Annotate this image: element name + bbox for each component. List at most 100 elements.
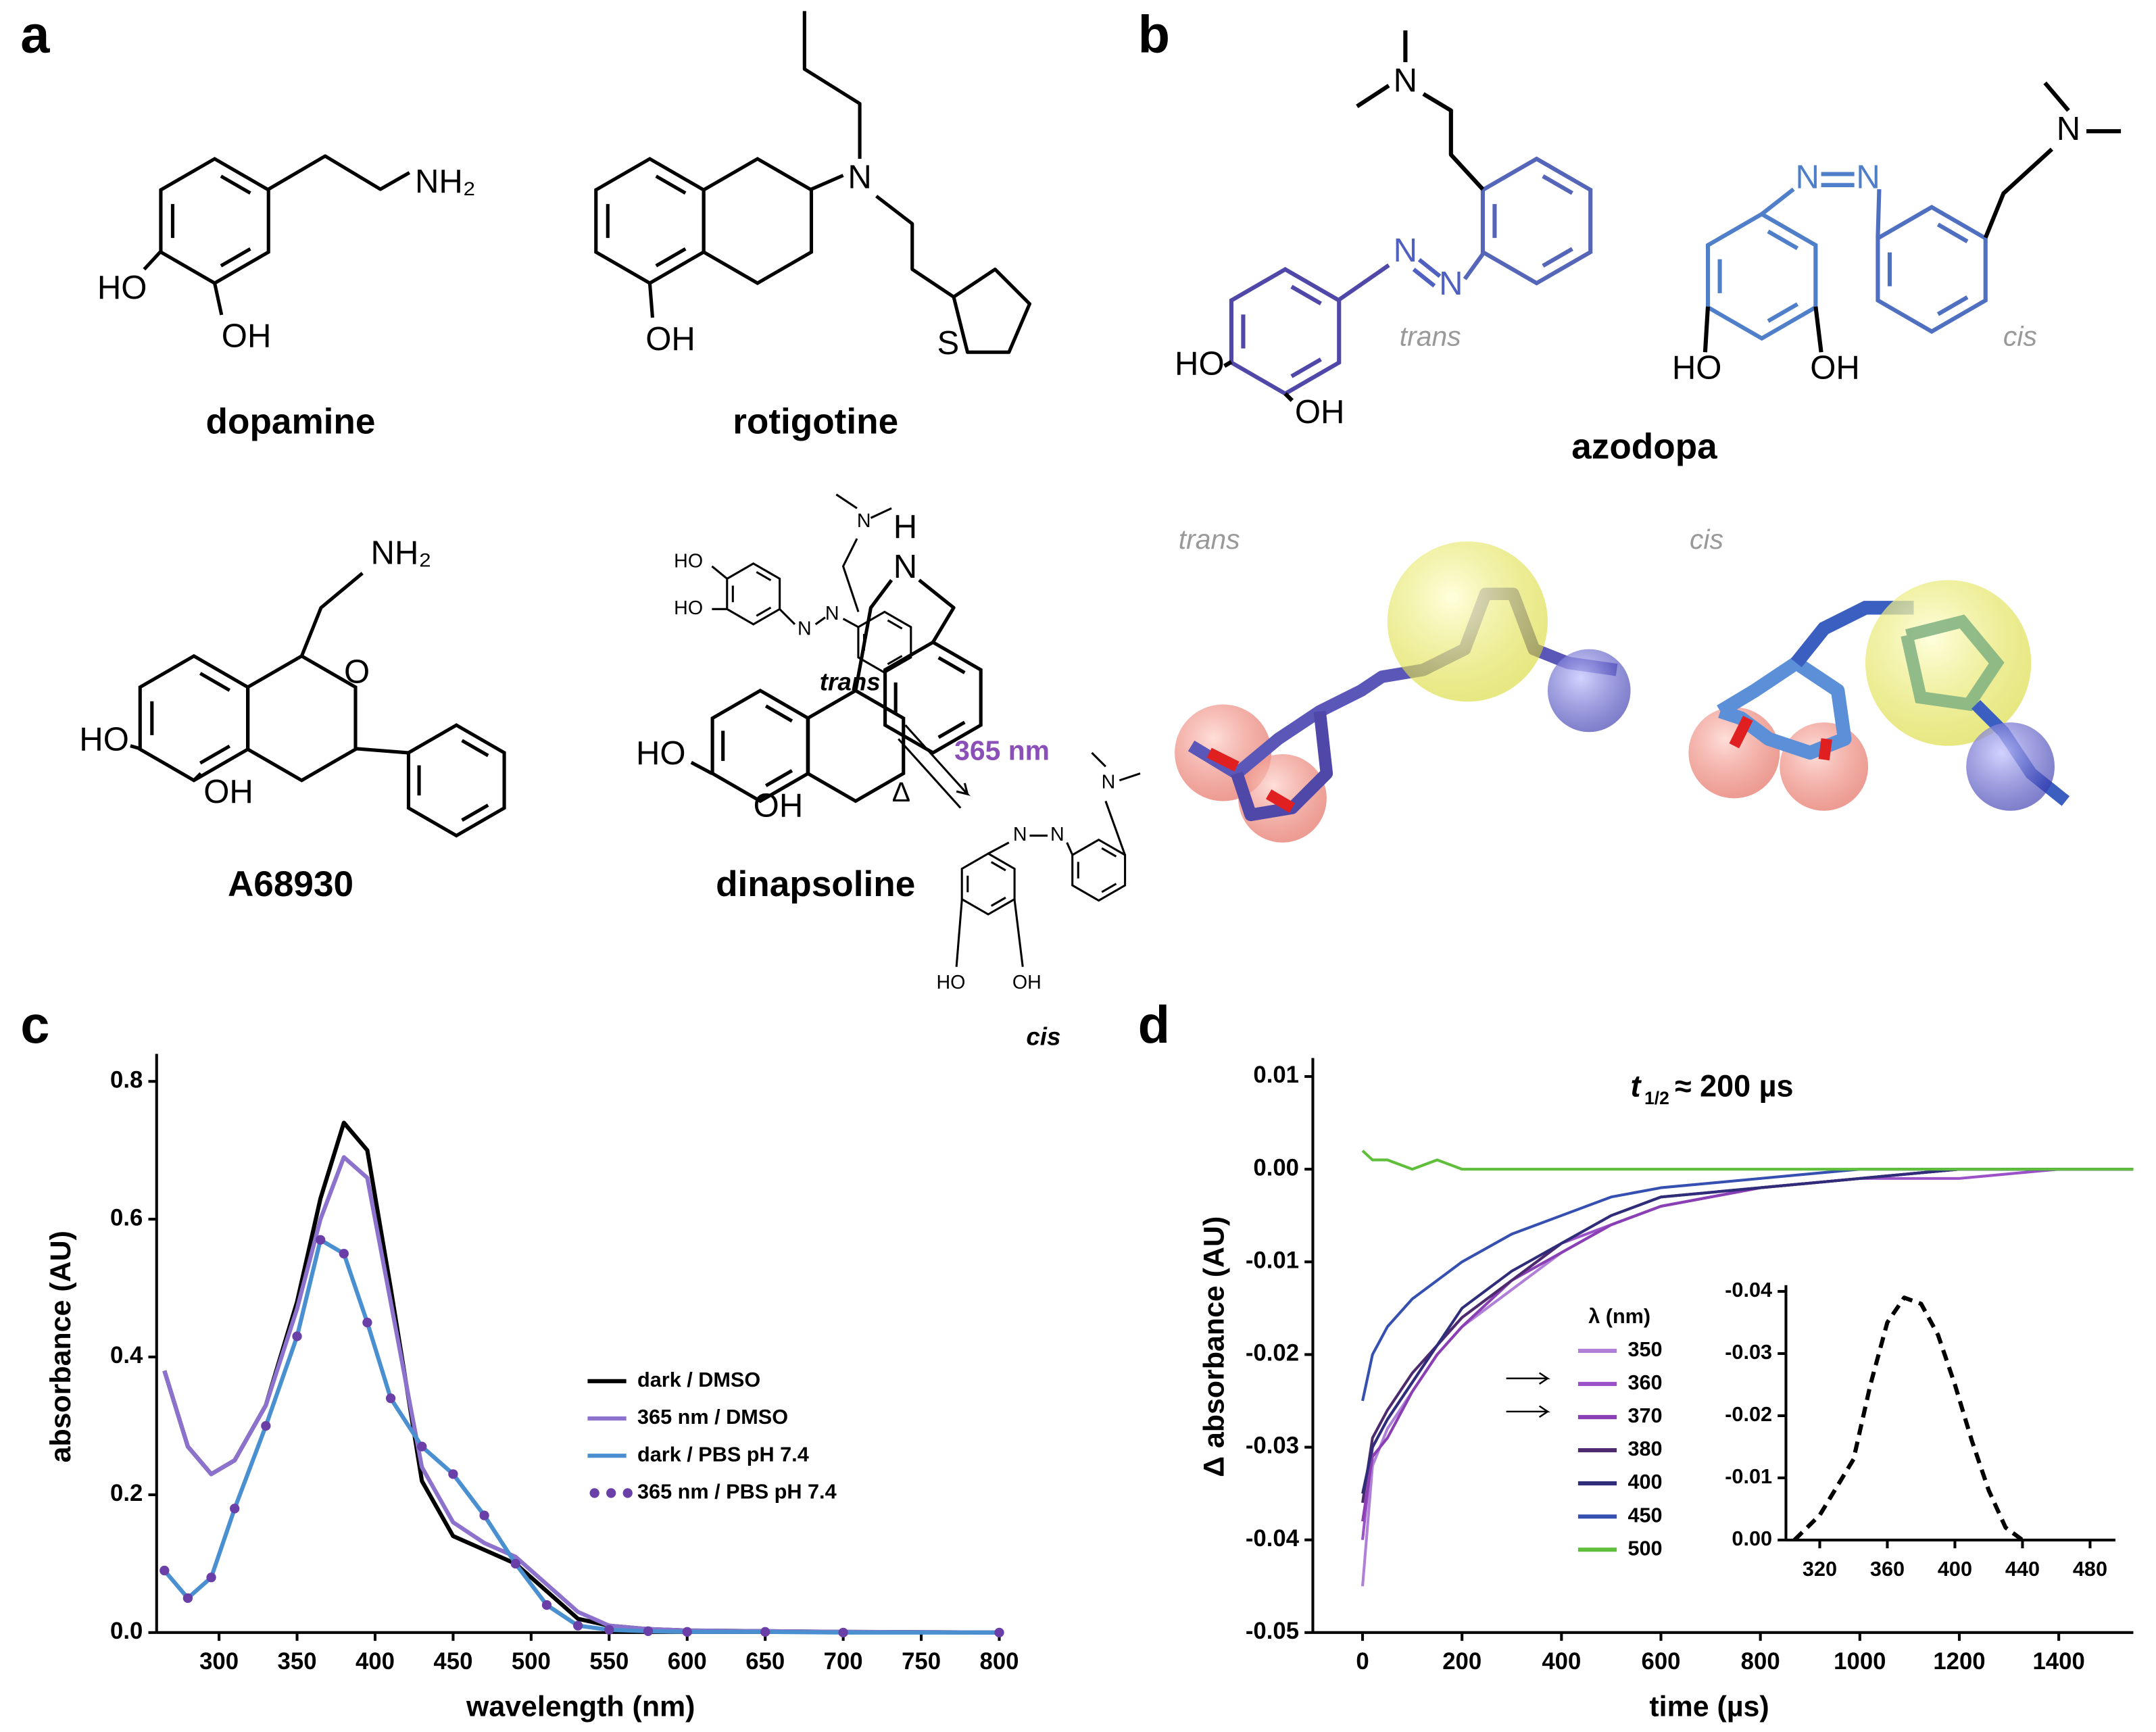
double-bond [1290, 357, 1322, 378]
legend-label: 350 [1627, 1338, 1662, 1361]
data-point [362, 1317, 372, 1328]
data-point [292, 1331, 302, 1341]
data-point [994, 1627, 1004, 1637]
data-point [385, 1393, 396, 1404]
bond [802, 11, 862, 159]
series-line [1361, 1168, 2134, 1494]
double-bond [461, 739, 489, 758]
panel-label: b [1138, 6, 1170, 64]
legend-label: dark / PBS pH 7.4 [637, 1443, 809, 1466]
x-tick-label: 400 [1542, 1649, 1581, 1675]
ring [960, 852, 1016, 916]
data-point [541, 1600, 552, 1610]
atom-label: OH [203, 774, 253, 810]
double-bond [756, 606, 772, 617]
data-point [316, 1235, 326, 1245]
x-tick-label: 480 [2073, 1558, 2107, 1581]
y-tick-label: 0.00 [1253, 1155, 1299, 1181]
bond [299, 572, 364, 657]
bond [952, 267, 1032, 354]
y-tick-label: -0.03 [1246, 1433, 1299, 1459]
x-tick-label: 1000 [1834, 1649, 1886, 1675]
atom-label: HO [636, 735, 686, 772]
bond [130, 744, 141, 751]
legend-label: 365 nm / DMSO [637, 1406, 788, 1429]
bond [814, 616, 826, 626]
bond [1876, 189, 1882, 238]
bond [1013, 899, 1024, 967]
double-bond [655, 247, 687, 268]
double-bond [1767, 302, 1799, 323]
annotation: t [1631, 1068, 1642, 1103]
atom-label: N [857, 510, 871, 532]
molecule-name: azodopa [1571, 426, 1717, 466]
bond [143, 250, 162, 271]
molecule-name: dinapsoline [716, 864, 915, 904]
bond [690, 760, 713, 775]
data-point [160, 1565, 170, 1576]
legend-label: 380 [1627, 1437, 1662, 1460]
legend-label: 450 [1627, 1504, 1662, 1527]
data-point [510, 1558, 520, 1569]
atom-label: HO [674, 550, 703, 572]
bond [213, 282, 224, 316]
panel-label: a [20, 6, 50, 64]
x-tick-label: 1400 [2032, 1649, 2084, 1675]
bond [779, 608, 796, 625]
molecule-name: A68930 [228, 864, 353, 904]
bond [647, 282, 655, 318]
bond [875, 195, 955, 299]
bond [1091, 751, 1106, 768]
x-tick-label: 0 [1356, 1649, 1369, 1675]
double-bond [990, 861, 1006, 872]
x-tick-label: 320 [1803, 1558, 1837, 1581]
legend-swatch [622, 1488, 633, 1498]
y-tick-label: -0.04 [1246, 1526, 1300, 1552]
double-bond [1936, 222, 1969, 243]
x-tick-label: 500 [512, 1649, 551, 1675]
bond [355, 747, 408, 755]
atom-label: N [1102, 771, 1116, 793]
bond [193, 772, 202, 782]
y-tick-label: -0.05 [1246, 1618, 1299, 1644]
y-tick-label: -0.02 [1246, 1341, 1299, 1366]
y-tick-label: -0.04 [1725, 1279, 1772, 1302]
atom-label: NH₂ [371, 535, 432, 572]
legend-label: 370 [1627, 1404, 1662, 1427]
y-axis-title: Δ absorbance (AU) [1198, 1216, 1231, 1477]
data-point [417, 1441, 427, 1452]
y-tick-label: -0.03 [1725, 1341, 1772, 1364]
atom-label: HO [1672, 350, 1722, 387]
y-axis-title: absorbance (AU) [45, 1231, 77, 1462]
bond [1417, 257, 1442, 278]
y-tick-label: -0.01 [1246, 1247, 1299, 1273]
data-point [206, 1573, 216, 1583]
atom-label: HO [937, 972, 966, 993]
x-tick-label: 350 [278, 1649, 317, 1675]
double-bond [1101, 847, 1117, 858]
legend-label: 365 nm / PBS pH 7.4 [637, 1481, 837, 1504]
atom-label: H [893, 509, 917, 545]
atom-label: N [1394, 232, 1417, 269]
y-tick-label: 0.01 [1253, 1062, 1299, 1088]
double-bond [461, 803, 489, 822]
isomer-label: trans [1400, 321, 1461, 352]
atom-label: OH [754, 788, 804, 824]
bond [842, 538, 860, 612]
ring [1705, 212, 1818, 341]
atom-label: OH [645, 321, 695, 357]
legend-label: dark / DMSO [637, 1368, 760, 1391]
molecule-name: dopamine [206, 401, 376, 441]
x-tick-label: 300 [199, 1649, 239, 1675]
double-bond [199, 744, 231, 765]
double-bond [887, 655, 903, 666]
double-bond [220, 247, 251, 268]
x-tick-label: 400 [356, 1649, 395, 1675]
bond [1104, 800, 1126, 856]
x-tick-label: 450 [433, 1649, 472, 1675]
bond [1338, 263, 1390, 302]
double-bond [764, 769, 793, 787]
series-line [162, 1237, 1000, 1635]
